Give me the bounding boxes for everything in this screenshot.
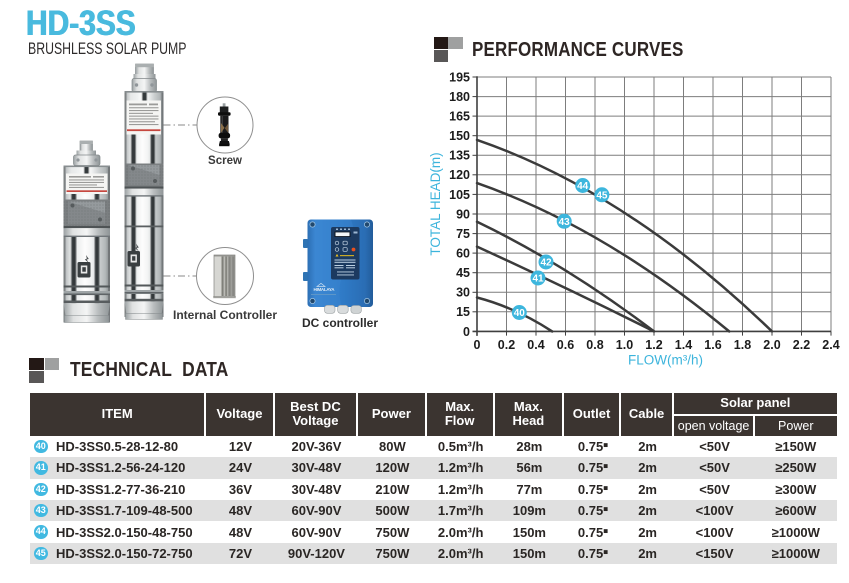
svg-text:41: 41 (532, 274, 544, 285)
svg-text:120: 120 (449, 168, 470, 182)
svg-text:0.2: 0.2 (498, 338, 515, 352)
svg-text:30: 30 (456, 286, 470, 300)
svg-text:2.2: 2.2 (793, 338, 810, 352)
svg-text:1.4: 1.4 (675, 338, 692, 352)
svg-text:0: 0 (463, 325, 470, 339)
svg-text:45: 45 (596, 190, 608, 201)
svg-text:0.8: 0.8 (586, 338, 603, 352)
svg-text:0.6: 0.6 (557, 338, 574, 352)
svg-text:15: 15 (456, 305, 470, 319)
svg-text:TOTAL HEAD(m): TOTAL HEAD(m) (428, 152, 443, 255)
svg-text:105: 105 (449, 188, 470, 202)
svg-text:44: 44 (577, 181, 589, 192)
svg-text:1.2: 1.2 (645, 338, 662, 352)
svg-text:1.0: 1.0 (616, 338, 633, 352)
svg-text:75: 75 (456, 227, 470, 241)
svg-text:42: 42 (540, 258, 552, 269)
svg-text:60: 60 (456, 247, 470, 261)
svg-text:45: 45 (456, 266, 470, 280)
svg-text:195: 195 (449, 70, 470, 84)
svg-text:1.6: 1.6 (704, 338, 721, 352)
svg-text:0.4: 0.4 (527, 338, 544, 352)
svg-text:150: 150 (449, 129, 470, 143)
svg-text:135: 135 (449, 149, 470, 163)
svg-text:2.0: 2.0 (763, 338, 780, 352)
svg-text:90: 90 (456, 207, 470, 221)
svg-text:180: 180 (449, 90, 470, 104)
svg-text:43: 43 (559, 217, 571, 228)
svg-text:40: 40 (514, 308, 526, 319)
svg-text:2.4: 2.4 (822, 338, 839, 352)
svg-text:165: 165 (449, 110, 470, 124)
svg-text:FLOW(m³/h): FLOW(m³/h) (628, 353, 703, 368)
svg-text:HIMALAYA: HIMALAYA (314, 287, 336, 292)
svg-text:0: 0 (474, 338, 481, 352)
svg-text:1.8: 1.8 (734, 338, 751, 352)
